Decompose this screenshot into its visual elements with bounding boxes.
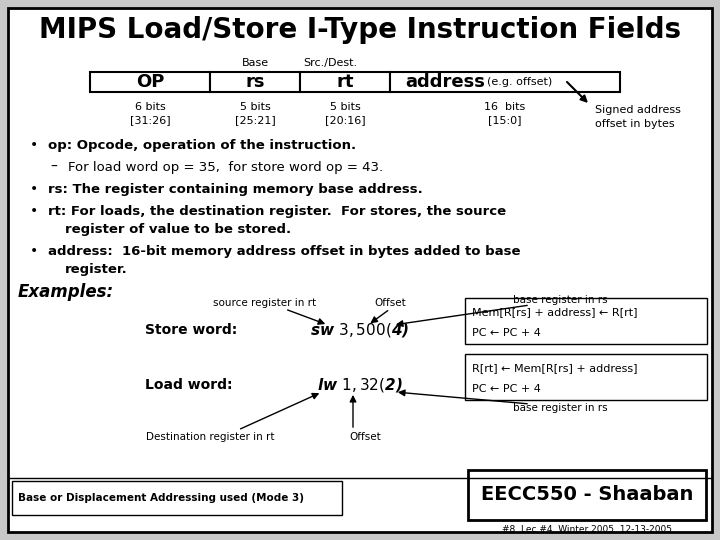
- Text: •: •: [30, 138, 38, 152]
- Bar: [90, 72, 210, 92]
- Text: rt: For loads, the destination register.  For stores, the source: rt: For loads, the destination register.…: [48, 205, 506, 218]
- Text: Store word:: Store word:: [145, 323, 238, 337]
- Text: •: •: [30, 244, 38, 258]
- Text: rs: rs: [246, 73, 265, 91]
- Text: register of value to be stored.: register of value to be stored.: [65, 222, 291, 235]
- Text: Src./Dest.: Src./Dest.: [303, 58, 357, 68]
- Text: register.: register.: [65, 262, 127, 275]
- Text: Base or Displacement Addressing used (Mode 3): Base or Displacement Addressing used (Mo…: [18, 493, 304, 503]
- Text: •: •: [30, 182, 38, 196]
- Text: Base: Base: [241, 58, 269, 68]
- Text: Load word:: Load word:: [145, 378, 233, 392]
- Text: address: address: [405, 73, 485, 91]
- Text: Signed address
offset in bytes: Signed address offset in bytes: [595, 105, 681, 129]
- Text: EECC550 - Shaaban: EECC550 - Shaaban: [481, 485, 693, 504]
- Bar: [210, 72, 300, 92]
- Bar: [390, 72, 620, 92]
- Text: base register in rs: base register in rs: [513, 403, 607, 413]
- Text: op: Opcode, operation of the instruction.: op: Opcode, operation of the instruction…: [48, 138, 356, 152]
- Bar: [465, 354, 707, 400]
- Text: PC ← PC + 4: PC ← PC + 4: [472, 384, 541, 394]
- Text: Mem[R[rs] + address] ← R[rt]: Mem[R[rs] + address] ← R[rt]: [472, 307, 637, 317]
- Text: base register in rs: base register in rs: [513, 295, 607, 305]
- Bar: [12, 481, 342, 515]
- Text: rs: The register containing memory base address.: rs: The register containing memory base …: [48, 183, 423, 195]
- Text: 5 bits
[20:16]: 5 bits [20:16]: [325, 102, 365, 125]
- Text: For load word op = 35,  for store word op = 43.: For load word op = 35, for store word op…: [68, 160, 383, 173]
- Text: Destination register in rt: Destination register in rt: [145, 432, 274, 442]
- Text: R[rt] ← Mem[R[rs] + address]: R[rt] ← Mem[R[rs] + address]: [472, 363, 637, 373]
- Text: rt: rt: [336, 73, 354, 91]
- Text: 5 bits
[25:21]: 5 bits [25:21]: [235, 102, 275, 125]
- Text: #8  Lec #4  Winter 2005  12-13-2005: #8 Lec #4 Winter 2005 12-13-2005: [502, 525, 672, 535]
- Text: OP: OP: [136, 73, 164, 91]
- Text: MIPS Load/Store I-Type Instruction Fields: MIPS Load/Store I-Type Instruction Field…: [39, 16, 681, 44]
- Text: Examples:: Examples:: [18, 283, 114, 301]
- Text: •: •: [30, 204, 38, 218]
- Text: address:  16-bit memory address offset in bytes added to base: address: 16-bit memory address offset in…: [48, 245, 521, 258]
- Text: –: –: [50, 160, 57, 174]
- Text: PC ← PC + 4: PC ← PC + 4: [472, 328, 541, 338]
- Text: lw $1, 32($2): lw $1, 32($2): [318, 376, 402, 394]
- Text: sw $3, 500($4): sw $3, 500($4): [310, 321, 410, 339]
- Bar: [465, 298, 707, 344]
- Bar: [300, 72, 390, 92]
- Text: 16  bits
[15:0]: 16 bits [15:0]: [485, 102, 526, 125]
- Text: (e.g. offset): (e.g. offset): [487, 77, 552, 87]
- Text: Offset: Offset: [349, 432, 381, 442]
- Bar: [468, 470, 706, 520]
- Text: 6 bits
[31:26]: 6 bits [31:26]: [130, 102, 171, 125]
- Text: source register in rt: source register in rt: [213, 298, 317, 308]
- Text: Offset: Offset: [374, 298, 406, 308]
